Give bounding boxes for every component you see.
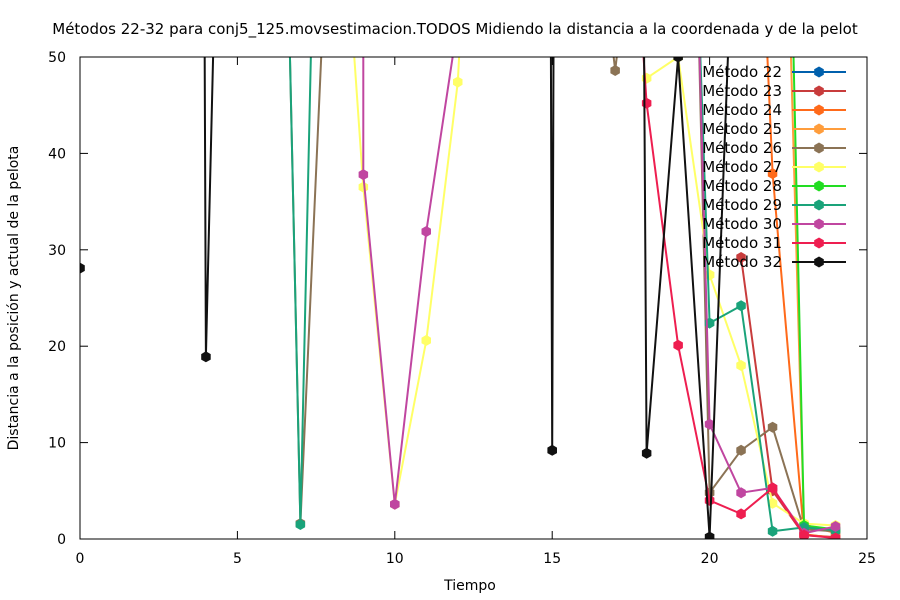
legend-swatch-marker bbox=[814, 199, 824, 211]
data-point bbox=[767, 482, 778, 494]
legend-swatch-marker bbox=[814, 104, 824, 116]
x-tick-label: 15 bbox=[543, 551, 561, 567]
legend-swatch-marker bbox=[814, 256, 824, 268]
data-point bbox=[767, 525, 778, 537]
legend-label: Método 26 bbox=[702, 139, 782, 157]
series-line bbox=[203, 57, 729, 538]
x-tick-label: 10 bbox=[386, 551, 404, 567]
data-point bbox=[673, 339, 683, 351]
data-point bbox=[736, 360, 746, 371]
data-point bbox=[736, 444, 746, 456]
series-29 bbox=[288, 57, 841, 537]
series-25 bbox=[789, 57, 841, 539]
data-point bbox=[641, 97, 652, 109]
data-point bbox=[673, 57, 683, 63]
data-point bbox=[736, 508, 746, 520]
data-point bbox=[80, 262, 85, 274]
data-point bbox=[421, 334, 431, 346]
y-tick-label: 20 bbox=[48, 339, 66, 355]
legend-label: Método 31 bbox=[702, 234, 782, 252]
data-point bbox=[547, 444, 557, 456]
data-point bbox=[736, 300, 746, 312]
data-point bbox=[767, 168, 778, 180]
x-tick-label: 0 bbox=[76, 551, 85, 567]
legend-swatch-marker bbox=[814, 142, 824, 154]
legend-swatch-marker bbox=[814, 123, 824, 135]
legend-swatch-marker bbox=[814, 180, 824, 192]
plot-border bbox=[79, 56, 868, 540]
y-tick-label: 40 bbox=[48, 146, 66, 162]
y-tick-label: 0 bbox=[57, 532, 66, 548]
legend-label: Método 27 bbox=[702, 158, 782, 176]
legend-label: Método 23 bbox=[702, 82, 782, 100]
series-line bbox=[789, 57, 836, 535]
series-28 bbox=[792, 57, 841, 535]
data-point bbox=[736, 252, 746, 263]
legend-swatch-marker bbox=[814, 218, 824, 230]
legend-swatch-marker bbox=[814, 237, 824, 249]
legend-label: Método 32 bbox=[702, 253, 782, 271]
y-tick-label: 30 bbox=[48, 243, 66, 259]
data-point bbox=[767, 497, 778, 509]
legend-swatch-marker bbox=[814, 161, 824, 173]
y-tick-label: 10 bbox=[48, 436, 66, 452]
data-point bbox=[390, 498, 400, 510]
legend-label: Método 29 bbox=[702, 196, 782, 214]
data-point bbox=[295, 519, 306, 530]
x-tick-label: 25 bbox=[858, 551, 876, 567]
data-point bbox=[610, 65, 620, 76]
data-point bbox=[830, 521, 841, 532]
legend-swatch-marker bbox=[814, 85, 824, 97]
x-tick-label: 20 bbox=[701, 551, 719, 567]
data-point bbox=[767, 421, 778, 433]
data-point bbox=[830, 532, 841, 539]
legend-label: Método 30 bbox=[702, 215, 782, 233]
data-point bbox=[358, 169, 369, 181]
series-23 bbox=[736, 252, 841, 539]
plot-area bbox=[80, 57, 841, 539]
series-line bbox=[642, 57, 836, 539]
legend-swatch-marker bbox=[814, 66, 824, 78]
legend-label: Método 25 bbox=[702, 120, 782, 138]
data-point bbox=[736, 487, 746, 499]
x-tick-label: 5 bbox=[233, 551, 242, 567]
data-point bbox=[641, 447, 652, 459]
x-axis-label: Tiempo bbox=[443, 578, 496, 594]
data-point bbox=[704, 418, 715, 430]
data-point bbox=[421, 226, 431, 237]
data-point bbox=[453, 76, 463, 88]
series-line bbox=[740, 257, 836, 539]
y-tick-label: 50 bbox=[48, 50, 66, 66]
data-point bbox=[704, 531, 715, 539]
y-axis-label: Distancia a la posición y actual de la p… bbox=[6, 146, 22, 451]
series-32 bbox=[80, 57, 729, 539]
legend-label: Método 28 bbox=[702, 177, 782, 195]
legend-label: Método 22 bbox=[702, 63, 782, 81]
data-point bbox=[799, 529, 809, 539]
chart-title: Métodos 22-32 para conj5_125.movsestimac… bbox=[52, 20, 858, 39]
legend-label: Método 24 bbox=[702, 101, 782, 119]
series-line bbox=[792, 57, 836, 531]
data-point bbox=[201, 351, 211, 363]
